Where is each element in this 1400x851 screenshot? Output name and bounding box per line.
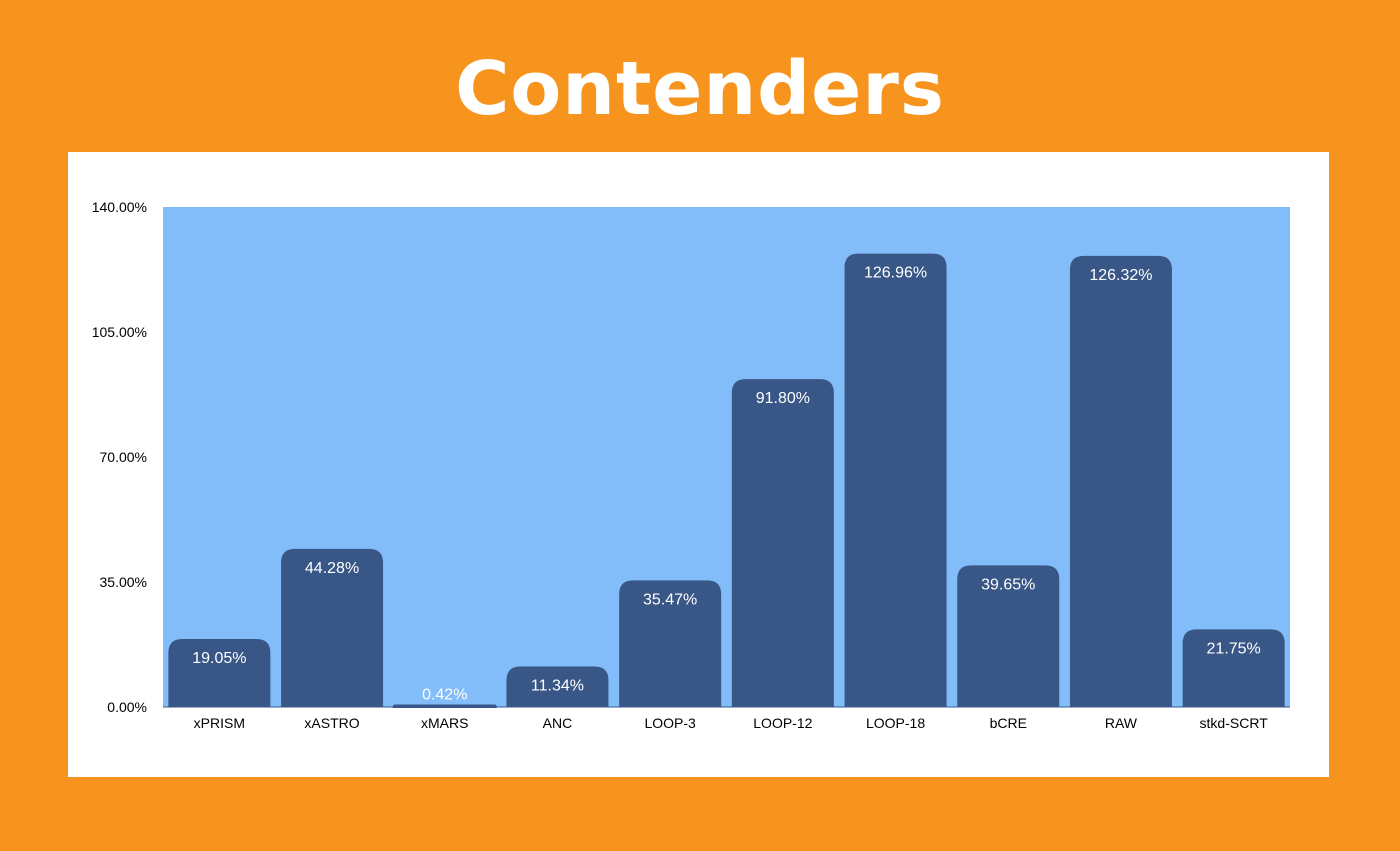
page-title: Contenders bbox=[455, 46, 945, 132]
x-category-label: LOOP-12 bbox=[753, 715, 812, 731]
bar bbox=[1182, 629, 1285, 707]
bar-value-label: 0.42% bbox=[422, 687, 467, 704]
y-tick-label: 35.00% bbox=[100, 574, 147, 590]
bar-value-label: 126.96% bbox=[864, 265, 927, 282]
y-tick-label: 140.00% bbox=[92, 199, 147, 215]
x-category-label: stkd-SCRT bbox=[1200, 715, 1269, 731]
x-category-label: RAW bbox=[1105, 715, 1138, 731]
bar bbox=[281, 548, 384, 707]
x-category-label: ANC bbox=[543, 715, 573, 731]
bar-value-label: 19.05% bbox=[192, 650, 246, 667]
bar bbox=[619, 580, 722, 707]
bar-value-label: 39.65% bbox=[981, 576, 1035, 593]
y-tick-label: 70.00% bbox=[100, 449, 147, 465]
bar bbox=[1069, 255, 1172, 707]
x-category-label: xASTRO bbox=[304, 715, 359, 731]
bar-value-label: 21.75% bbox=[1207, 640, 1261, 657]
bar bbox=[168, 638, 271, 707]
bar bbox=[957, 565, 1060, 707]
x-category-label: bCRE bbox=[990, 715, 1027, 731]
bar-value-label: 11.34% bbox=[531, 678, 584, 695]
x-category-label: LOOP-3 bbox=[644, 715, 696, 731]
bar-value-label: 44.28% bbox=[305, 560, 359, 577]
bar-value-label: 91.80% bbox=[756, 390, 810, 407]
x-category-label: xPRISM bbox=[194, 715, 245, 731]
chart-card: 0.00% 35.00% 70.00% 105.00% 140.00% 19.05% xP… bbox=[68, 152, 1329, 777]
bar bbox=[506, 666, 609, 707]
bar-value-label: 126.32% bbox=[1089, 267, 1152, 284]
bar bbox=[844, 253, 947, 708]
bar bbox=[731, 379, 834, 707]
x-category-label: LOOP-18 bbox=[866, 715, 925, 731]
bar-chart: 0.00% 35.00% 70.00% 105.00% 140.00% 19.05% xP… bbox=[92, 199, 1290, 731]
bar-value-label: 35.47% bbox=[643, 591, 697, 608]
y-tick-label: 0.00% bbox=[107, 699, 147, 715]
y-tick-label: 105.00% bbox=[92, 324, 147, 340]
x-category-label: xMARS bbox=[421, 715, 468, 731]
